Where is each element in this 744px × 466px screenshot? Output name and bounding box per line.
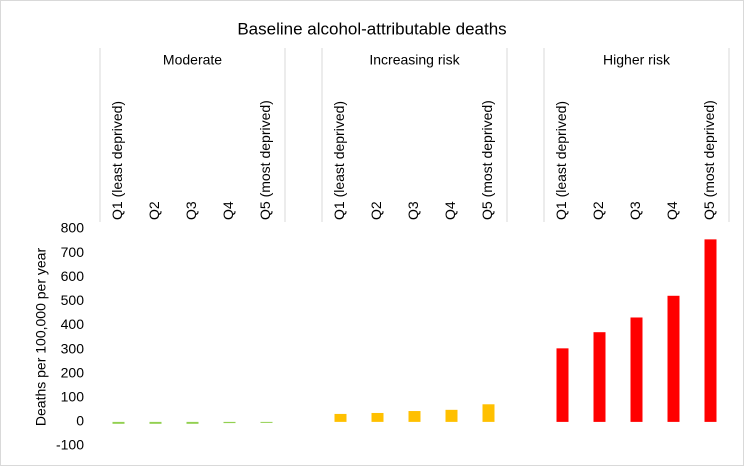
x-tick-label: Q2 xyxy=(368,201,384,220)
bar xyxy=(149,421,162,424)
bar xyxy=(112,421,125,424)
x-tick-label: Q5 (most deprived) xyxy=(701,100,717,220)
bar xyxy=(223,421,236,424)
x-tick-label: Q1 (least deprived) xyxy=(109,101,125,220)
group-label: Increasing risk xyxy=(369,52,460,68)
x-tick-label: Q3 xyxy=(183,201,199,220)
y-tick-label: -100 xyxy=(56,437,84,453)
x-tick-label: Q2 xyxy=(590,201,606,220)
bar xyxy=(704,239,717,422)
y-tick-label: 0 xyxy=(76,413,84,429)
bar xyxy=(630,317,643,422)
x-tick-label: Q1 (least deprived) xyxy=(331,101,347,220)
bar xyxy=(371,412,384,422)
x-tick-label: Q3 xyxy=(405,201,421,220)
bar xyxy=(482,404,495,422)
y-tick-label: 200 xyxy=(61,364,85,380)
x-tick-label: Q5 (most deprived) xyxy=(257,100,273,220)
x-tick-label: Q4 xyxy=(442,201,458,220)
y-tick-label: 800 xyxy=(61,220,85,236)
x-tick-label: Q2 xyxy=(146,201,162,220)
bar xyxy=(593,332,606,422)
x-tick-label: Q4 xyxy=(664,201,680,220)
y-tick-label: 700 xyxy=(61,244,85,260)
bar xyxy=(445,409,458,422)
bar xyxy=(334,413,347,422)
x-tick-label: Q1 (least deprived) xyxy=(553,101,569,220)
group-label: Higher risk xyxy=(603,52,671,68)
chart-title: Baseline alcohol-attributable deaths xyxy=(237,19,506,38)
y-tick-label: 500 xyxy=(61,292,85,308)
bar xyxy=(186,421,199,424)
bar xyxy=(667,295,680,422)
bar xyxy=(408,411,421,422)
y-tick-label: 600 xyxy=(61,268,85,284)
y-tick-label: 100 xyxy=(61,388,85,404)
y-axis-label: Deaths per 100,000 per year xyxy=(33,248,49,427)
x-tick-label: Q5 (most deprived) xyxy=(479,100,495,220)
y-tick-label: 400 xyxy=(61,316,85,332)
y-tick-label: 300 xyxy=(61,340,85,356)
bar xyxy=(556,348,569,422)
group-label: Moderate xyxy=(163,52,222,68)
bar xyxy=(260,421,273,423)
x-tick-label: Q4 xyxy=(220,201,236,220)
x-tick-label: Q3 xyxy=(627,201,643,220)
